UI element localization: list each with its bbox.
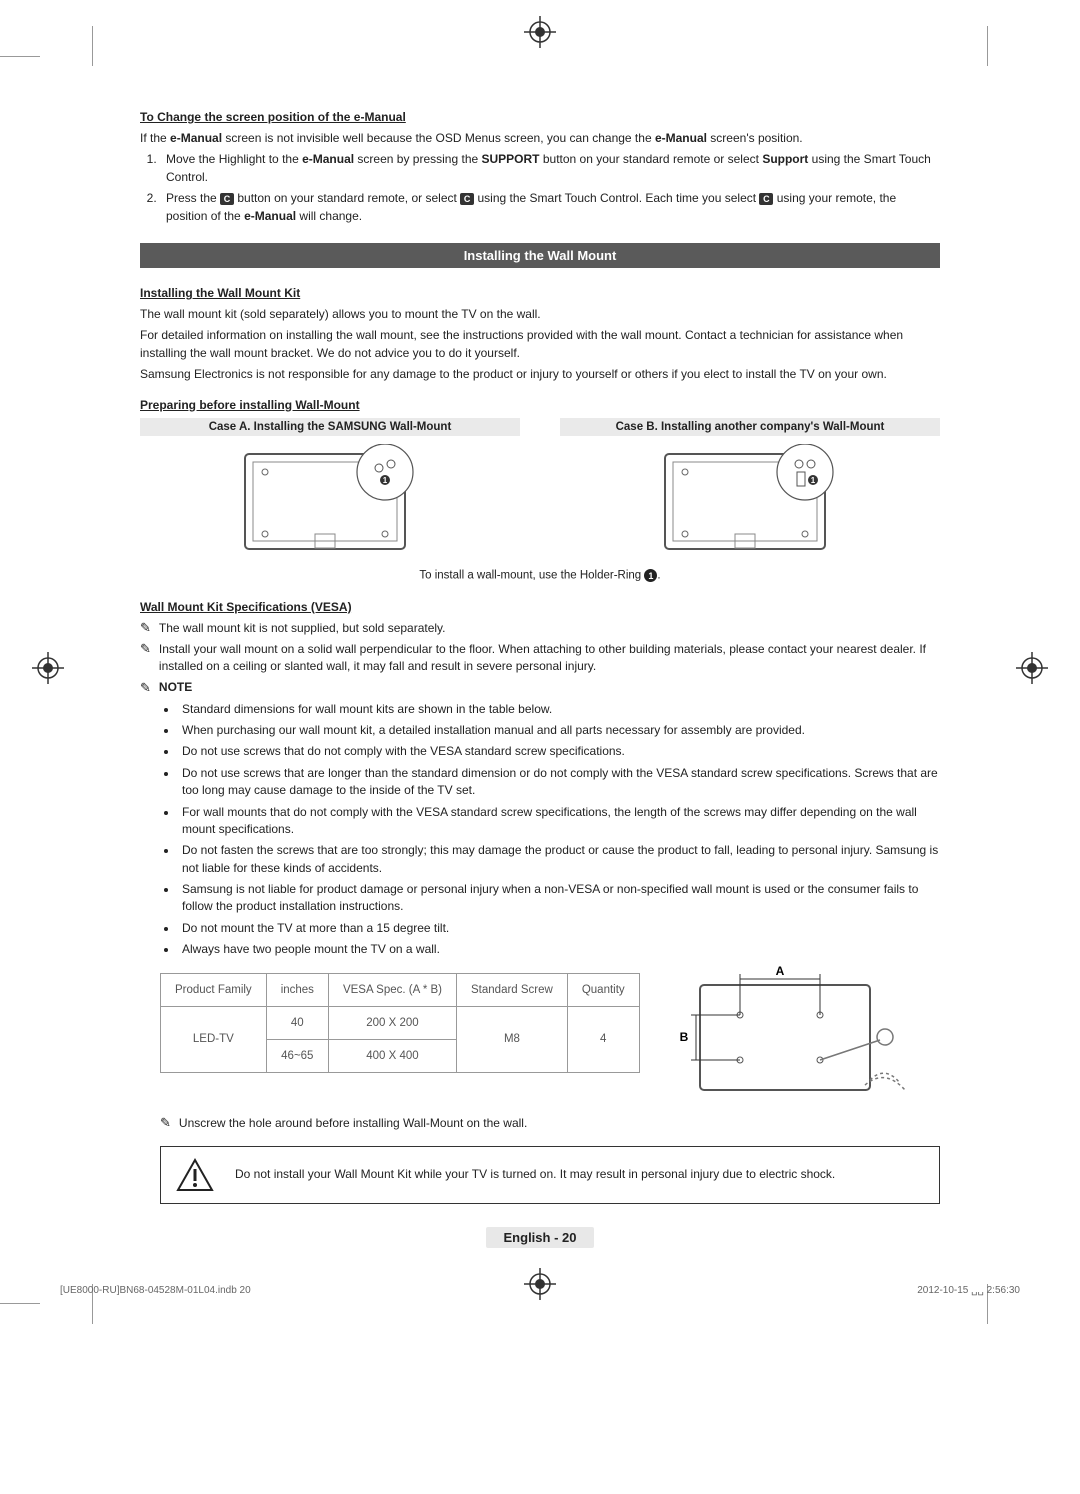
text-bold: SUPPORT — [482, 152, 540, 166]
case-b-column: Case B. Installing another company's Wal… — [560, 418, 940, 559]
note-text: Install your wall mount on a solid wall … — [159, 641, 940, 676]
paragraph: For detailed information on installing t… — [140, 327, 940, 362]
step-2: Press the C button on your standard remo… — [160, 190, 940, 225]
page-number-label: English - 20 — [486, 1227, 595, 1248]
vesa-table: Product Family inches VESA Spec. (A * B)… — [160, 973, 640, 1073]
heading-preparing: Preparing before installing Wall-Mount — [140, 398, 940, 412]
bullet-item: Do not mount the TV at more than a 15 de… — [178, 920, 940, 937]
case-a-column: Case A. Installing the SAMSUNG Wall-Moun… — [140, 418, 520, 559]
text: using the Smart Touch Control. Each time… — [474, 191, 759, 205]
td-family: LED-TV — [161, 1006, 267, 1072]
note-icon: ✎ — [160, 1115, 171, 1132]
page-content: To Change the screen position of the e-M… — [140, 110, 940, 1204]
text: will change. — [296, 209, 362, 223]
footer-timestamp: 2012-10-15 ␣␣ 2:56:30 — [917, 1285, 1020, 1296]
label-b: B — [679, 1030, 688, 1044]
text: If the — [140, 131, 170, 145]
warning-text: Do not install your Wall Mount Kit while… — [235, 1166, 835, 1183]
text: Move the Highlight to the — [166, 152, 302, 166]
text: Press the — [166, 191, 220, 205]
text: screen's position. — [707, 131, 803, 145]
crop-mark — [987, 26, 988, 66]
registration-mark-icon — [522, 1266, 558, 1302]
text: button on your standard remote or select — [540, 152, 763, 166]
footer-filename: [UE8000-RU]BN68-04528M-01L04.indb 20 — [60, 1285, 251, 1296]
note-item: ✎ The wall mount kit is not supplied, bu… — [140, 620, 940, 637]
th-inches: inches — [266, 973, 328, 1006]
th-vesa: VESA Spec. (A * B) — [328, 973, 456, 1006]
case-row: Case A. Installing the SAMSUNG Wall-Moun… — [140, 418, 940, 559]
crop-mark — [0, 1303, 40, 1304]
svg-text:1: 1 — [383, 476, 388, 485]
paragraph: Samsung Electronics is not responsible f… — [140, 366, 940, 383]
crop-mark — [0, 56, 40, 57]
text-bold: e-Manual — [302, 152, 354, 166]
step-1: Move the Highlight to the e-Manual scree… — [160, 151, 940, 186]
td-inches: 46~65 — [266, 1039, 328, 1072]
tv-diagram-b: 1 — [655, 444, 845, 559]
heading-vesa-spec: Wall Mount Kit Specifications (VESA) — [140, 600, 940, 614]
c-button-icon: C — [460, 193, 474, 205]
text: . — [657, 569, 660, 581]
bullet-item: For wall mounts that do not comply with … — [178, 804, 940, 839]
td-screw: M8 — [457, 1006, 568, 1072]
bullet-item: Samsung is not liable for product damage… — [178, 881, 940, 916]
steps-list: Move the Highlight to the e-Manual scree… — [160, 151, 940, 225]
bullet-item: Always have two people mount the TV on a… — [178, 941, 940, 958]
bullet-item: When purchasing our wall mount kit, a de… — [178, 722, 940, 739]
warning-icon — [175, 1157, 215, 1193]
heading-installing-kit: Installing the Wall Mount Kit — [140, 286, 940, 300]
bullet-item: Do not use screws that do not comply wit… — [178, 743, 940, 760]
bullet-item: Do not use screws that are longer than t… — [178, 765, 940, 800]
text: To install a wall-mount, use the Holder-… — [419, 569, 644, 581]
note-item: ✎ Unscrew the hole around before install… — [160, 1115, 940, 1132]
tv-diagram-a: 1 — [235, 444, 425, 559]
note-text: Unscrew the hole around before installin… — [179, 1115, 940, 1132]
note-label: NOTE — [159, 680, 192, 694]
text-bold: e-Manual — [244, 209, 296, 223]
case-b-header: Case B. Installing another company's Wal… — [560, 418, 940, 436]
note-icon: ✎ — [140, 680, 151, 697]
th-screw: Standard Screw — [457, 973, 568, 1006]
page-footer-center: English - 20 — [425, 1227, 655, 1248]
svg-text:1: 1 — [811, 476, 816, 485]
text-bold: Support — [762, 152, 808, 166]
th-family: Product Family — [161, 973, 267, 1006]
vesa-diagram: A B — [670, 965, 920, 1105]
c-button-icon: C — [220, 193, 234, 205]
registration-mark-icon — [1014, 650, 1050, 686]
heading-change-screen-position: To Change the screen position of the e-M… — [140, 110, 940, 124]
td-inches: 40 — [266, 1006, 328, 1039]
paragraph: The wall mount kit (sold separately) all… — [140, 306, 940, 323]
c-button-icon: C — [759, 193, 773, 205]
crop-mark — [92, 26, 93, 66]
note-text: The wall mount kit is not supplied, but … — [159, 620, 940, 637]
bullet-item: Standard dimensions for wall mount kits … — [178, 701, 940, 718]
note-icon: ✎ — [140, 641, 151, 658]
text: screen by pressing the — [354, 152, 481, 166]
note-item: ✎ NOTE — [140, 680, 940, 697]
section-bar-installing-wall-mount: Installing the Wall Mount — [140, 243, 940, 268]
td-qty: 4 — [567, 1006, 639, 1072]
text: screen is not invisible well because the… — [222, 131, 655, 145]
note-item: ✎ Install your wall mount on a solid wal… — [140, 641, 940, 676]
text-bold: e-Manual — [170, 131, 222, 145]
bullet-item: Do not fasten the screws that are too st… — [178, 842, 940, 877]
td-vesa: 400 X 400 — [328, 1039, 456, 1072]
registration-mark-icon — [30, 650, 66, 686]
td-vesa: 200 X 200 — [328, 1006, 456, 1039]
th-qty: Quantity — [567, 973, 639, 1006]
warning-box: Do not install your Wall Mount Kit while… — [160, 1146, 940, 1204]
label-a: A — [775, 965, 784, 978]
note-icon: ✎ — [140, 620, 151, 637]
intro-text: If the e-Manual screen is not invisible … — [140, 130, 940, 147]
text-bold: e-Manual — [655, 131, 707, 145]
registration-mark-icon — [522, 14, 558, 50]
note-bullets: Standard dimensions for wall mount kits … — [178, 701, 940, 959]
circled-number-icon: 1 — [644, 569, 657, 582]
case-a-header: Case A. Installing the SAMSUNG Wall-Moun… — [140, 418, 520, 436]
text: button on your standard remote, or selec… — [234, 191, 460, 205]
holder-ring-note: To install a wall-mount, use the Holder-… — [140, 569, 940, 582]
